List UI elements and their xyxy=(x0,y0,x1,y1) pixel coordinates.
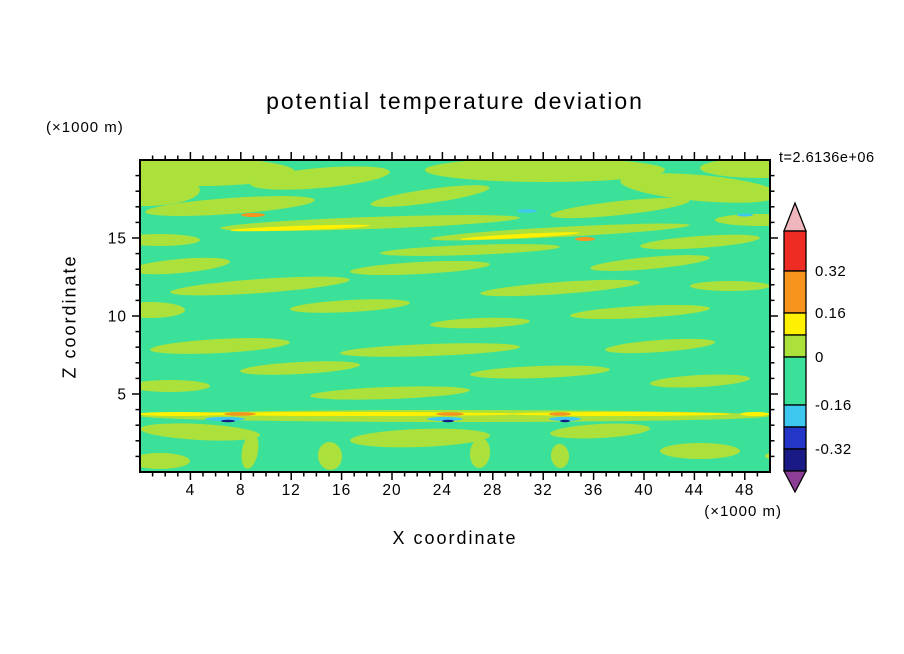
svg-text:8: 8 xyxy=(236,482,246,499)
svg-text:15: 15 xyxy=(108,231,127,248)
svg-text:36: 36 xyxy=(584,482,603,499)
svg-text:20: 20 xyxy=(382,482,401,499)
svg-text:44: 44 xyxy=(685,482,704,499)
svg-text:-0.32: -0.32 xyxy=(815,441,852,458)
y-axis-title-text: Z coordinate xyxy=(59,253,80,379)
chart-title: potential temperature deviation xyxy=(266,88,644,114)
x-axis-title: X coordinate xyxy=(392,528,518,548)
svg-text:16: 16 xyxy=(332,482,351,499)
svg-text:0.32: 0.32 xyxy=(815,263,846,280)
svg-text:28: 28 xyxy=(483,482,502,499)
svg-text:0: 0 xyxy=(815,349,824,366)
svg-text:32: 32 xyxy=(534,482,553,499)
y-axis-title: Z coordinate xyxy=(52,160,88,472)
y-axis-unit-label: (×1000 m) xyxy=(46,119,124,136)
svg-text:48: 48 xyxy=(735,482,754,499)
svg-text:40: 40 xyxy=(634,482,653,499)
svg-text:-0.16: -0.16 xyxy=(815,397,852,414)
svg-text:4: 4 xyxy=(186,482,196,499)
svg-text:10: 10 xyxy=(108,309,127,326)
time-annotation: t=2.6136e+06 xyxy=(779,150,875,166)
svg-text:5: 5 xyxy=(117,387,127,404)
x-axis-unit-label: (×1000 m) xyxy=(704,503,782,520)
svg-text:0.16: 0.16 xyxy=(815,305,846,322)
svg-text:12: 12 xyxy=(282,482,301,499)
svg-text:24: 24 xyxy=(433,482,452,499)
